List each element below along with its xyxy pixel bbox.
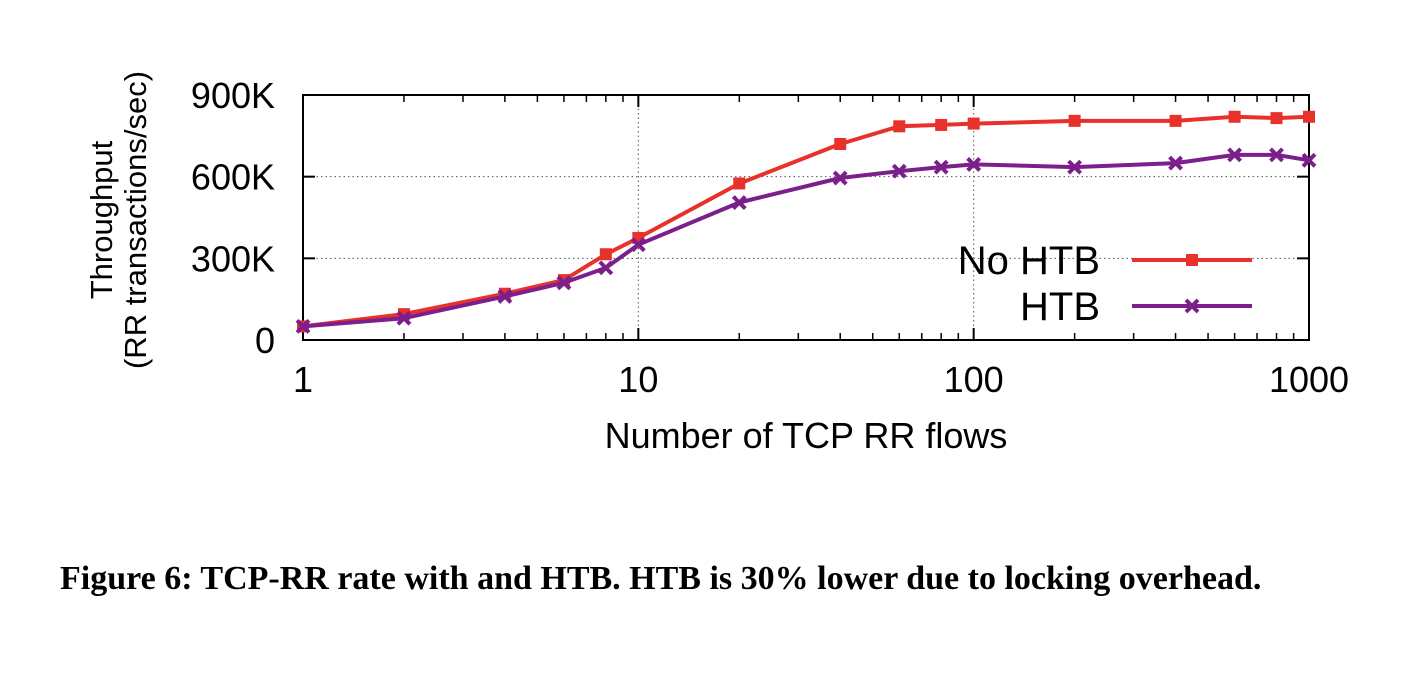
data-point-htb: [556, 275, 572, 291]
data-point-htb: [731, 195, 747, 210]
data-point-htb: [1301, 152, 1317, 168]
data-point-no-htb: [1068, 114, 1081, 127]
axis-ticks: 0 300K 600K 900K 1 10 100 1000: [191, 75, 1349, 400]
x-tick-label: 100: [944, 359, 1004, 400]
data-point-no-htb: [935, 118, 948, 131]
series-htb: [295, 147, 1317, 334]
data-point-htb: [966, 157, 982, 172]
data-point-htb: [891, 163, 907, 179]
y-tick-label: 900K: [191, 75, 275, 116]
y-tick-label: 300K: [191, 238, 275, 279]
data-point-no-htb: [893, 120, 906, 133]
data-point-no-htb: [1228, 110, 1241, 123]
data-point-no-htb: [967, 117, 980, 130]
y-tick-label: 0: [255, 320, 275, 361]
y-tick-label: 600K: [191, 157, 275, 198]
legend-marker: [1184, 298, 1200, 314]
data-point-htb: [630, 237, 646, 253]
data-point-htb: [396, 310, 412, 326]
data-point-htb: [497, 289, 513, 304]
legend-item-htb: HTB: [1020, 285, 1252, 329]
legend-marker: [1186, 254, 1198, 266]
data-point-htb: [598, 260, 614, 276]
legend-item-no-htb: No HTB: [958, 239, 1252, 283]
data-point-htb: [933, 159, 949, 175]
data-point-htb: [1227, 147, 1243, 163]
data-point-no-htb: [834, 138, 847, 150]
data-point-no-htb: [1303, 110, 1315, 123]
plot-frame: [302, 94, 1310, 341]
y-axis-title-line2: (RR transactions/sec): [118, 71, 153, 369]
data-point-no-htb: [1270, 112, 1283, 125]
series-layer: [295, 110, 1317, 334]
legend-label: HTB: [1020, 285, 1100, 329]
x-tick-label: 1000: [1269, 359, 1349, 400]
y-axis-title-line1: Throughput: [84, 140, 119, 299]
figure-caption: Figure 6: TCP-RR rate with and HTB. HTB …: [60, 560, 1262, 597]
data-point-htb: [1269, 147, 1284, 163]
series-line-htb: [302, 152, 1310, 329]
data-point-htb: [1168, 155, 1183, 171]
legend-label: No HTB: [958, 239, 1100, 283]
data-point-htb: [1067, 159, 1083, 175]
y-axis-title: Throughput (RR transactions/sec): [84, 71, 153, 369]
x-tick-label: 1: [293, 359, 313, 400]
series-line-no-htb: [302, 114, 1310, 329]
series-no-htb: [297, 110, 1315, 333]
data-point-htb: [832, 170, 848, 186]
data-point-no-htb: [599, 248, 612, 261]
data-point-htb: [295, 318, 311, 334]
data-point-no-htb: [1169, 114, 1182, 127]
x-axis-title: Number of TCP RR flows: [605, 415, 1008, 456]
x-tick-label: 10: [618, 359, 658, 400]
data-point-no-htb: [733, 177, 746, 190]
